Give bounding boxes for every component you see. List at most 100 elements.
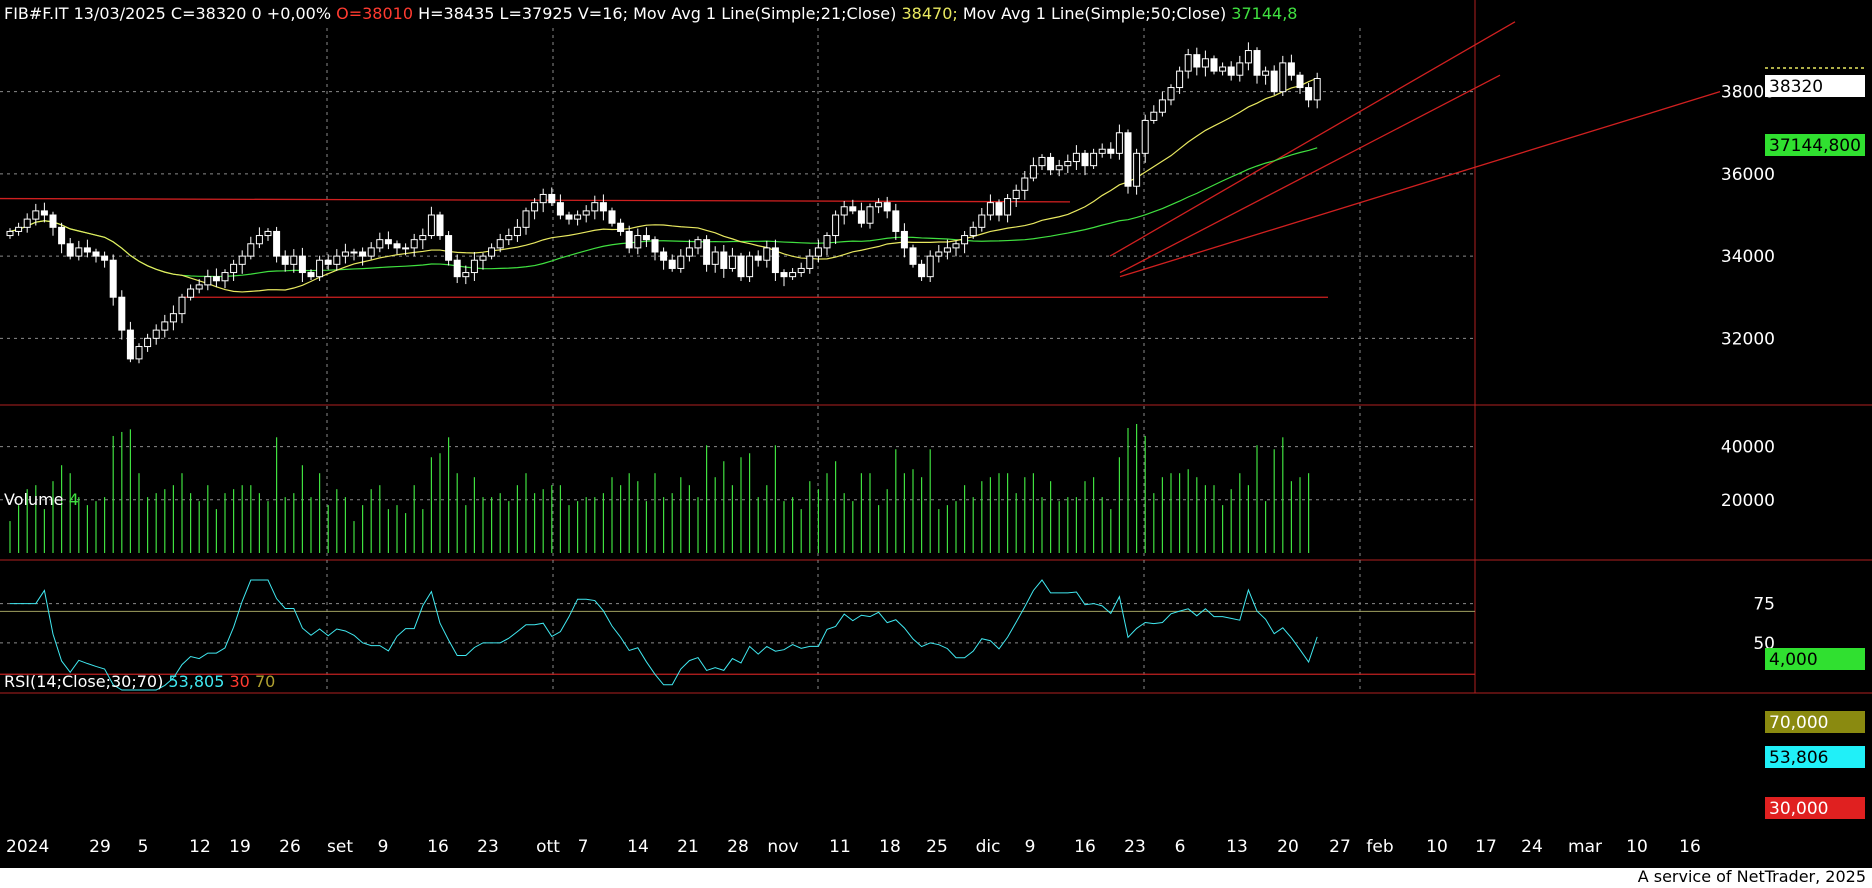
- candle-body: [771, 247, 779, 274]
- candle-body: [1262, 70, 1270, 76]
- volume-panel-label: Volume 4: [4, 490, 79, 510]
- volume-current: 4: [68, 490, 79, 509]
- candle-body: [1158, 99, 1166, 113]
- candle-body: [1090, 152, 1098, 167]
- candle-body: [1236, 62, 1244, 76]
- candle-body: [806, 255, 814, 269]
- candle-body: [986, 202, 994, 216]
- trend-support-line: [1119, 91, 1721, 278]
- x-tick-label: 24: [1521, 837, 1543, 857]
- x-tick-label: 23: [477, 837, 499, 857]
- x-tick-label: 19: [229, 837, 251, 857]
- symbol: FIB#F.IT: [4, 4, 69, 23]
- axes: 3800036000340003200040000200007550383203…: [1721, 67, 1865, 819]
- candle-body: [814, 247, 822, 257]
- candle-body: [780, 272, 788, 278]
- candle-body: [32, 210, 40, 220]
- last-close-tag-bg: [1765, 75, 1865, 97]
- candle-body: [144, 337, 152, 348]
- candle-body: [617, 222, 625, 232]
- volume-last-tag: 4,000: [1769, 650, 1818, 670]
- candle-body: [505, 235, 513, 241]
- candle-body: [479, 255, 487, 261]
- candle-body: [840, 206, 848, 216]
- x-tick-label: 18: [879, 837, 901, 857]
- candle-body: [1305, 87, 1313, 101]
- candle-body: [1115, 132, 1123, 154]
- candle-body: [324, 259, 332, 265]
- candle-body: [247, 243, 255, 257]
- candle-body: [642, 235, 650, 241]
- candle-body: [367, 247, 375, 257]
- candle-body: [350, 251, 358, 254]
- price-tick-label: 34000: [1721, 247, 1775, 267]
- candle-body: [746, 255, 754, 278]
- candle-body: [720, 251, 728, 269]
- x-tick-label: 14: [627, 837, 649, 857]
- candle-body: [582, 210, 590, 216]
- candle-body: [109, 259, 117, 298]
- candle-body: [1124, 132, 1132, 187]
- candle-body: [23, 218, 31, 228]
- candle-body: [1064, 161, 1072, 167]
- x-tick-label: 12: [189, 837, 211, 857]
- candle-body: [1287, 62, 1295, 76]
- x-tick-label: dic: [976, 837, 1001, 857]
- candle-body: [565, 214, 573, 220]
- candle-body: [1244, 50, 1252, 64]
- candle-body: [1270, 70, 1278, 93]
- rsi-title: RSI(14;Close;30;70): [4, 672, 164, 691]
- candle-body: [1313, 78, 1321, 101]
- candle-body: [857, 210, 865, 224]
- candle-body: [1029, 165, 1037, 179]
- x-tick-label: 5: [138, 837, 149, 857]
- candle-body: [161, 321, 169, 331]
- candle-body: [58, 226, 66, 245]
- candle-body: [789, 272, 797, 278]
- candle-body: [625, 230, 633, 249]
- date: 13/03/2025: [73, 4, 166, 23]
- candle-body: [711, 251, 719, 265]
- candle-body: [359, 251, 367, 257]
- candle-body: [926, 255, 934, 278]
- ma50-tag-bg: [1765, 134, 1865, 156]
- x-tick-label: 17: [1475, 837, 1497, 857]
- volume-tick-label: 20000: [1721, 491, 1775, 511]
- candle-body: [126, 329, 134, 360]
- candle-body: [531, 202, 539, 212]
- candle-body: [410, 239, 418, 249]
- chart-header: FIB#F.IT 13/03/2025 C=38320 0 +0,00% O=3…: [4, 4, 1297, 24]
- candle-body: [737, 255, 745, 278]
- rsi-low-level: 30: [229, 672, 250, 691]
- x-tick-label: 9: [378, 837, 389, 857]
- ma21-value: 38470;: [901, 4, 958, 23]
- candle-body: [316, 259, 324, 278]
- candle-body: [470, 259, 478, 274]
- candle-body: [195, 284, 203, 290]
- x-tick-label: nov: [767, 837, 798, 857]
- candle-body: [298, 255, 306, 274]
- candle-body: [255, 235, 263, 245]
- candle-body: [608, 210, 616, 224]
- candle-body: [1072, 152, 1080, 163]
- rsi-tick-label: 75: [1753, 595, 1775, 615]
- x-tick-label: 2024: [6, 837, 49, 857]
- candle-body: [522, 210, 530, 228]
- candle-body: [978, 214, 986, 228]
- grid: [0, 0, 1872, 694]
- candle-body: [556, 202, 564, 216]
- candle-body: [307, 272, 315, 278]
- rsi-70-tag: 70,000: [1769, 713, 1828, 733]
- candle-body: [754, 255, 762, 261]
- candle-body: [539, 193, 547, 204]
- candle-body: [728, 255, 736, 269]
- candle-body: [703, 239, 711, 265]
- candle-body: [1047, 156, 1055, 171]
- candle-body: [281, 255, 289, 265]
- ma50-value: 37144,8: [1231, 4, 1298, 23]
- candle-body: [40, 210, 48, 216]
- credit-text: A service of NetTrader, 2025: [1637, 867, 1866, 886]
- rsi-30-tag: 30,000: [1769, 799, 1828, 819]
- x-tick-label: 20: [1277, 837, 1299, 857]
